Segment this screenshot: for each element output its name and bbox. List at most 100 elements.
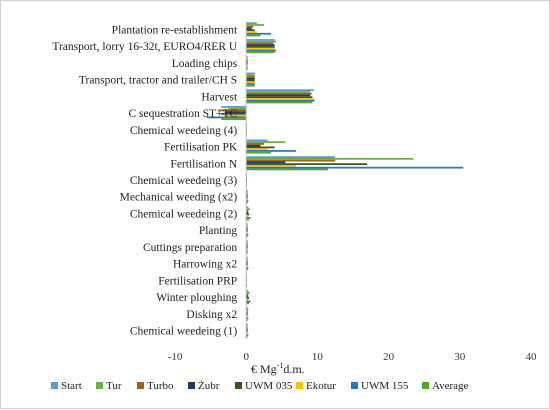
bar (246, 256, 248, 259)
bar (246, 83, 255, 85)
category-label: Chemical weedeing (4) (130, 125, 237, 137)
bar (246, 72, 255, 75)
bar (246, 143, 264, 145)
legend-swatch (351, 382, 358, 389)
category-label: C sequestration ST+TC (128, 108, 237, 120)
bar (246, 306, 248, 309)
category-labels: Plantation re-establishment Transport, lo… (52, 24, 238, 337)
category-label: Plantation re-establishment (112, 24, 238, 36)
bar (246, 293, 249, 296)
bar (246, 334, 249, 336)
category-label: Harvest (201, 91, 238, 103)
bar (246, 146, 275, 149)
bar (246, 150, 297, 152)
legend-label: UWM 035 (245, 380, 293, 392)
bar (246, 200, 249, 203)
bar (246, 218, 250, 221)
bar (246, 245, 248, 247)
category-label: Mechanical weeding (x2) (120, 192, 238, 204)
legend-label: Average (432, 380, 469, 392)
bar (246, 46, 275, 48)
bar (246, 42, 274, 45)
bar (246, 24, 264, 26)
legend-label: Start (61, 380, 82, 392)
bar (246, 252, 248, 254)
bar (246, 308, 249, 311)
bar (246, 263, 248, 266)
bar (246, 194, 248, 197)
x-tick-label: 20 (383, 351, 395, 363)
bar (246, 91, 311, 93)
bar (246, 313, 248, 316)
legend-swatch (422, 382, 429, 389)
bar (246, 68, 248, 70)
bar (246, 241, 248, 244)
bar (246, 163, 368, 166)
bar (246, 260, 248, 262)
bar (246, 325, 248, 328)
bar (246, 49, 277, 52)
category-label: Winter ploughing (156, 292, 237, 304)
bar (246, 300, 251, 303)
category-label: Fertilisation PRP (158, 275, 237, 287)
bar (246, 310, 248, 313)
category-label: Planting (199, 225, 238, 237)
bar (246, 156, 336, 158)
x-axis-title: € Mg-1d.m. (251, 361, 305, 376)
bar (246, 101, 313, 104)
legend-label: Ekotur (306, 380, 336, 392)
bar (246, 31, 257, 33)
bar (246, 233, 249, 236)
bar (246, 44, 275, 47)
bar (246, 92, 312, 95)
bar (246, 267, 249, 269)
bar (246, 268, 248, 271)
bar (246, 32, 272, 35)
legend-label: UWM 155 (361, 380, 409, 392)
bar (246, 62, 248, 65)
legend-swatch (137, 382, 144, 389)
bar (224, 111, 247, 114)
bar (246, 34, 261, 37)
category-label: Cuttings preparation (143, 242, 237, 254)
x-tick-label: -10 (168, 351, 183, 363)
bar (246, 223, 248, 225)
bar (246, 239, 248, 242)
bar (246, 332, 248, 335)
bar (246, 55, 248, 58)
bar (246, 315, 248, 318)
bar (246, 228, 248, 231)
bar (246, 265, 248, 268)
bar (246, 291, 250, 294)
bar (246, 302, 250, 305)
legend: Start Tur Turbo Żubr UWM 035 Ekotur UWM 155 Ave… (51, 380, 469, 392)
bar (246, 25, 254, 28)
bar (246, 211, 249, 214)
bar (221, 113, 247, 115)
bar (246, 66, 248, 69)
legend-label: Tur (106, 380, 122, 392)
bar (246, 94, 311, 97)
x-tick-labels: -10 0 10 20 30 40 (168, 351, 537, 363)
bar (246, 297, 250, 299)
legend-swatch (96, 382, 103, 389)
bar (246, 330, 248, 333)
category-label: Harrowing x2 (173, 259, 237, 271)
bar (246, 74, 255, 77)
x-axis-title-part-2: d.m. (283, 362, 304, 376)
category-label: Chemical weedeing (2) (130, 208, 237, 220)
bar (207, 116, 247, 119)
bar (246, 231, 248, 234)
x-tick-label: 30 (454, 351, 466, 363)
bar (246, 39, 275, 41)
bar (246, 64, 248, 67)
bar (224, 114, 247, 117)
x-tick-label: 10 (312, 351, 324, 363)
bar (246, 161, 286, 164)
bar (246, 298, 249, 301)
bar (246, 157, 414, 160)
legend-label: Żubr (198, 380, 220, 392)
legend-swatch (188, 382, 195, 389)
